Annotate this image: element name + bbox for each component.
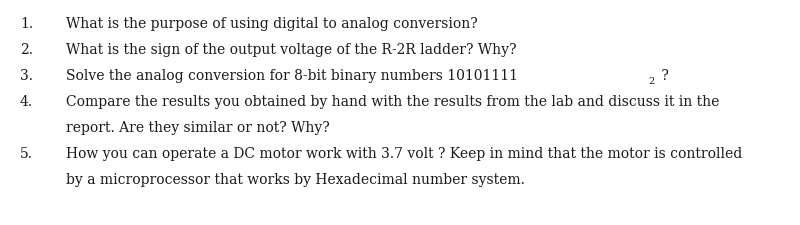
Text: ?: ?	[657, 69, 669, 83]
Text: 2: 2	[649, 77, 655, 86]
Text: 2.: 2.	[20, 43, 33, 57]
Text: How you can operate a DC motor work with 3.7 volt ? Keep in mind that the motor : How you can operate a DC motor work with…	[66, 146, 742, 160]
Text: 1.: 1.	[20, 17, 33, 31]
Text: Solve the analog conversion for 8-bit binary numbers 10101111: Solve the analog conversion for 8-bit bi…	[66, 69, 518, 83]
Text: Compare the results you obtained by hand with the results from the lab and discu: Compare the results you obtained by hand…	[66, 94, 719, 108]
Text: report. Are they similar or not? Why?: report. Are they similar or not? Why?	[66, 120, 330, 134]
Text: What is the purpose of using digital to analog conversion?: What is the purpose of using digital to …	[66, 17, 478, 31]
Text: by a microprocessor that works by Hexadecimal number system.: by a microprocessor that works by Hexade…	[66, 172, 525, 186]
Text: 4.: 4.	[20, 94, 33, 108]
Text: 3.: 3.	[20, 69, 33, 83]
Text: What is the sign of the output voltage of the R-2R ladder? Why?: What is the sign of the output voltage o…	[66, 43, 516, 57]
Text: 5.: 5.	[20, 146, 33, 160]
